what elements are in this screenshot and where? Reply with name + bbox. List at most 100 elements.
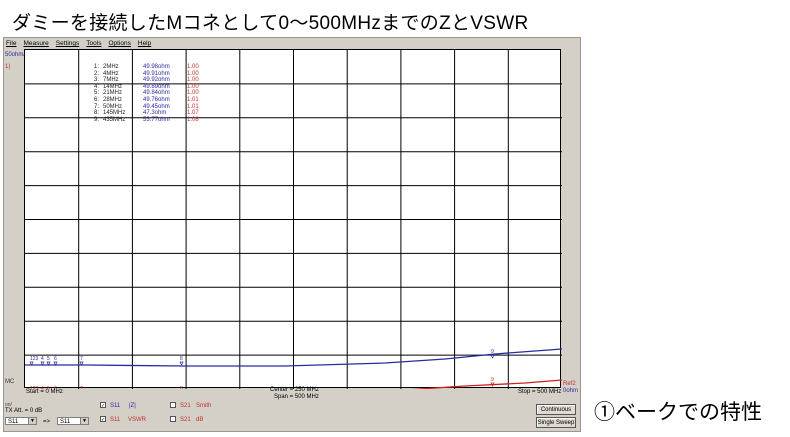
- menu-options[interactable]: Options: [108, 40, 131, 47]
- z-trace: [25, 348, 562, 367]
- trace-marker-label: 6: [54, 386, 57, 389]
- marker-z: 49.84ohm: [143, 90, 170, 97]
- marker-n: 6:: [93, 96, 99, 103]
- menu-settings[interactable]: Settings: [55, 40, 80, 47]
- s21-smith-label: S21: [180, 403, 191, 409]
- trace-marker-label: 5: [47, 386, 50, 389]
- marker-row: 8: 145MHz 47.3ohm 1.07: [89, 110, 205, 117]
- route-arrow: =>: [43, 419, 51, 425]
- marker-n: 2:: [93, 70, 99, 77]
- trace-marker-icon: [490, 382, 495, 387]
- s11-z-param: |Z|: [129, 403, 136, 409]
- marker-n: 5:: [93, 90, 99, 97]
- menu-bar: File Measure Settings Tools Options Help: [4, 38, 580, 49]
- marker-f: 145MHz: [103, 110, 126, 117]
- s11-vswr-checkbox[interactable]: ✓: [100, 416, 106, 423]
- trace-marker-label: 123: [30, 386, 39, 389]
- menu-tools[interactable]: Tools: [86, 40, 102, 47]
- marker-f: 435MHz: [103, 116, 126, 123]
- marker-v: 1.00: [187, 64, 199, 70]
- menu-measure[interactable]: Measure: [23, 40, 49, 47]
- marker-z: 49.98ohm: [143, 64, 170, 70]
- trace-marker-icon: [29, 361, 34, 366]
- s11-z-label: S11: [110, 403, 121, 409]
- tx-attenuation: TX Att. = 0 dB: [5, 408, 43, 414]
- marker-n: 1:: [93, 64, 99, 70]
- marker-v: 1.00: [187, 83, 199, 90]
- trace-marker-label: 7: [80, 356, 83, 362]
- trace-marker-icon: [46, 361, 51, 366]
- marker-row: 5: 21MHz 49.84ohm 1.00: [89, 90, 205, 97]
- marker-row: 9: 435MHz 53.77ohm 1.08: [89, 117, 205, 124]
- start-freq: Start = 0 MHz: [26, 389, 63, 395]
- marker-z: 53.77ohm: [143, 116, 170, 123]
- trace-marker-label: 4: [41, 386, 44, 389]
- ref-label: Ref2: [563, 381, 576, 387]
- marker-n: 8:: [93, 110, 99, 117]
- dest-select[interactable]: S11 ▼: [57, 417, 89, 425]
- s11-z-checkbox[interactable]: ✓: [100, 402, 106, 409]
- continuous-button[interactable]: Continuous: [536, 404, 576, 415]
- trace-marker-label: 8: [180, 386, 183, 389]
- marker-table: 1: 2MHz 49.98ohm 1.00 2: 4MHz 49.91ohm 1.00 3: 7M…: [89, 64, 205, 123]
- s21-smith-param: Smith: [196, 403, 212, 409]
- span-freq: Span = 500 MHz: [274, 394, 319, 400]
- s11-vswr-label: S11: [110, 417, 121, 423]
- plot-area[interactable]: 123 123 4 4 5 5 6 6 7 7 8 8 9 9 1: 2MHz 49.98ohm 1.00 2: 4…: [24, 49, 562, 389]
- marker-z: 49.76ohm: [143, 96, 170, 103]
- trace-marker-icon: [79, 361, 84, 366]
- marker-row: 3: 7MHz 49.92ohm 1.00: [89, 77, 205, 84]
- marker-z: 47.3ohm: [143, 110, 167, 117]
- marker-v: 1.00: [187, 90, 199, 97]
- marker-z: 49.91ohm: [143, 70, 170, 77]
- chevron-down-icon: ▼: [28, 418, 36, 424]
- trace-marker-label: 4: [41, 356, 44, 362]
- single-sweep-button[interactable]: Single Sweep: [536, 417, 576, 428]
- trace-marker-icon: [179, 361, 184, 366]
- trace-marker-icon: [40, 361, 45, 366]
- marker-f: 28MHz: [103, 96, 123, 103]
- marker-f: 2MHz: [103, 64, 119, 70]
- marker-n: 4:: [93, 83, 99, 90]
- page-title: ダミーを接続したMコネとして0～500MHzまでのZとVSWR: [12, 13, 529, 34]
- marker-f: 21MHz: [103, 90, 123, 97]
- marker-row: 4: 14MHz 49.89ohm 1.00: [89, 84, 205, 91]
- source-select[interactable]: S11 ▼: [5, 417, 37, 425]
- marker-v: 1.08: [187, 116, 199, 123]
- trace-marker-label: 6: [54, 356, 57, 362]
- marker-n: 7:: [93, 103, 99, 110]
- marker-row: 1: 2MHz 49.98ohm 1.00: [89, 64, 205, 71]
- s21-db-label: S21: [180, 417, 191, 423]
- frequency-axis-info: Start = 0 MHz Center = 250 MHz Span = 50…: [24, 387, 561, 401]
- trace-marker-label: 9: [491, 377, 494, 383]
- marker-f: 7MHz: [103, 77, 119, 84]
- s21-smith-checkbox[interactable]: [170, 402, 176, 408]
- dest-select-value: S11: [60, 419, 71, 425]
- marker-row: 2: 4MHz 49.91ohm 1.00: [89, 71, 205, 78]
- marker-row: 6: 28MHz 49.76ohm 1.01: [89, 97, 205, 104]
- menu-file[interactable]: File: [6, 40, 17, 47]
- marker-v: 1.00: [187, 77, 199, 84]
- analyzer-window: File Measure Settings Tools Options Help…: [3, 37, 581, 432]
- scale-sub-label: 1): [5, 64, 11, 70]
- control-panel: on/ TX Att. = 0 dB S11 ▼ => S11 ▼ ✓ S11 …: [4, 401, 580, 431]
- vswr-trace: [410, 379, 562, 389]
- menu-help[interactable]: Help: [137, 40, 152, 47]
- ref-label-2: 0ohm: [563, 388, 579, 394]
- marker-row: 7: 50MHz 49.45ohm 1.01: [89, 104, 205, 111]
- trace-marker-icon: [490, 354, 495, 359]
- marker-z: 49.89ohm: [143, 83, 170, 90]
- tx-prefix: on/: [5, 402, 12, 408]
- chevron-down-icon: ▼: [80, 418, 88, 424]
- marker-n: 3:: [93, 77, 99, 84]
- s11-vswr-param: VSWR: [128, 417, 146, 423]
- trace-marker-label: 123: [30, 356, 39, 362]
- marker-v: 1.01: [187, 96, 199, 103]
- center-freq: Center = 250 MHz: [270, 387, 319, 393]
- s21-db-checkbox[interactable]: [170, 416, 176, 422]
- marker-v: 1.01: [187, 103, 199, 110]
- marker-n: 9:: [93, 116, 99, 123]
- trace-marker-label: 5: [47, 356, 50, 362]
- figure-caption: ①ベークでの特性: [594, 401, 762, 424]
